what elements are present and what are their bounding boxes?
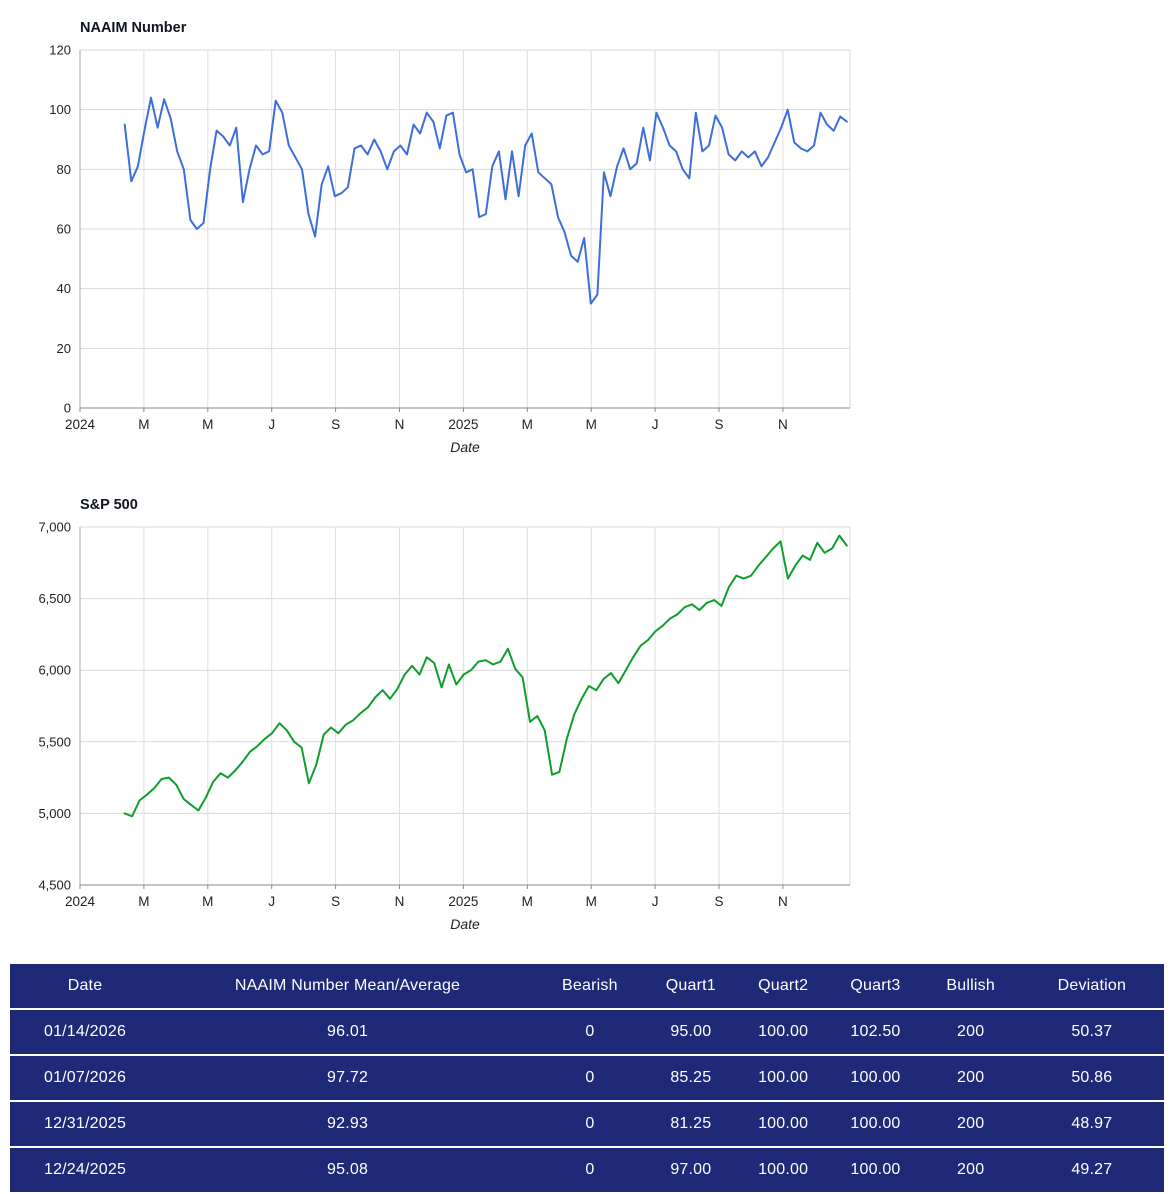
x-tick-label: J	[268, 894, 275, 909]
table-cell: 102.50	[829, 1010, 922, 1054]
naaim-stats-table: Date NAAIM Number Mean/Average Bearish Quar…	[10, 962, 1164, 1194]
sp500-chart: 4,500 5,000 5,500 6,000 6,500 7,000 2024 M M J S N 2…	[38, 497, 851, 932]
table-cell: 96.01	[160, 1010, 536, 1054]
naaim-number-chart-title: NAAIM Number	[80, 20, 187, 36]
table-cell: 200	[921, 1102, 1020, 1146]
table-row: 01/07/2026 97.72 0 85.25 100.00 100.00 200 50.8…	[10, 1056, 1164, 1100]
table-cell: 200	[921, 1056, 1020, 1100]
y-tick-label: 5,000	[38, 806, 71, 821]
sp500-chart-container: 4,500 5,000 5,500 6,000 6,500 7,000 2024 M M J S N 2…	[4, 485, 1174, 942]
naaim-number-chart: 0 20 40 60 80 100 120 2024 M M J S N 2025 M M J S N NAAIM N…	[49, 20, 851, 455]
x-tick-label: N	[778, 417, 788, 432]
table-cell: 0	[535, 1056, 645, 1100]
sp500-chart-title: S&P 500	[80, 497, 138, 513]
x-tick-label: M	[586, 894, 597, 909]
x-tick-label: S	[714, 894, 723, 909]
table-cell: 01/14/2026	[10, 1010, 161, 1054]
table-cell: 81.25	[644, 1102, 737, 1146]
naaim-number-line-series	[123, 96, 848, 305]
table-cell: 50.37	[1019, 1010, 1164, 1054]
table-cell: 48.97	[1019, 1102, 1164, 1146]
y-tick-label: 20	[57, 341, 71, 356]
y-tick-label: 7,000	[38, 520, 71, 535]
table-cell: 100.00	[737, 1148, 830, 1192]
x-tick-label: M	[138, 894, 149, 909]
x-tick-label: M	[522, 417, 533, 432]
charts-section: 0 20 40 60 80 100 120 2024 M M J S N 2025 M M J S N NAAIM N…	[4, 8, 1174, 942]
y-tick-label: 6,500	[38, 591, 71, 606]
table-cell: 200	[921, 1010, 1020, 1054]
table-row: 01/14/2026 96.01 0 95.00 100.00 102.50 200 50.3…	[10, 1010, 1164, 1054]
x-tick-label: S	[714, 417, 723, 432]
x-tick-label: 2024	[65, 417, 96, 432]
table-header-cell: Deviation	[1019, 964, 1164, 1008]
x-tick-label: N	[395, 417, 405, 432]
table-header-cell: Bearish	[535, 964, 645, 1008]
x-tick-label: S	[331, 894, 340, 909]
y-tick-label: 80	[57, 162, 71, 177]
y-tick-label: 120	[49, 43, 71, 58]
x-tick-label: M	[586, 417, 597, 432]
x-tick-label: M	[202, 894, 213, 909]
y-tick-label: 6,000	[38, 663, 71, 678]
y-tick-label: 0	[64, 401, 71, 416]
table-cell: 97.72	[160, 1056, 536, 1100]
table-cell: 100.00	[829, 1148, 922, 1192]
table-header-cell: Quart3	[829, 964, 922, 1008]
x-tick-label: 2025	[448, 894, 478, 909]
table-row: 12/31/2025 92.93 0 81.25 100.00 100.00 200 48.9…	[10, 1102, 1164, 1146]
table-cell: 95.00	[644, 1010, 737, 1054]
x-tick-label: 2025	[448, 417, 478, 432]
y-tick-label: 40	[57, 281, 71, 296]
table-cell: 85.25	[644, 1056, 737, 1100]
y-tick-label: 100	[49, 102, 71, 117]
x-tick-label: S	[331, 417, 340, 432]
table-header-row: Date NAAIM Number Mean/Average Bearish Quar…	[10, 964, 1164, 1008]
table-cell: 100.00	[829, 1056, 922, 1100]
x-tick-label: N	[778, 894, 788, 909]
table-cell: 12/24/2025	[10, 1148, 161, 1192]
table-row: 12/24/2025 95.08 0 97.00 100.00 100.00 200 49.2…	[10, 1148, 1164, 1192]
table-header-cell: Date	[10, 964, 161, 1008]
table-cell: 01/07/2026	[10, 1056, 161, 1100]
naaim-number-xaxis-label: Date	[450, 439, 480, 455]
x-tick-label: J	[268, 417, 275, 432]
table-cell: 49.27	[1019, 1148, 1164, 1192]
x-tick-label: J	[652, 417, 659, 432]
table-cell: 100.00	[737, 1056, 830, 1100]
x-tick-label: 2024	[65, 894, 96, 909]
table-header-cell: NAAIM Number Mean/Average	[160, 964, 536, 1008]
x-tick-label: M	[202, 417, 213, 432]
naaim-number-chart-container: 0 20 40 60 80 100 120 2024 M M J S N 2025 M M J S N NAAIM N…	[4, 8, 1174, 465]
table-header-cell: Quart2	[737, 964, 830, 1008]
table-cell: 50.86	[1019, 1056, 1164, 1100]
table-cell: 0	[535, 1010, 645, 1054]
y-tick-label: 60	[57, 222, 71, 237]
y-tick-label: 5,500	[38, 734, 71, 749]
y-tick-label: 4,500	[38, 878, 71, 893]
table-cell: 95.08	[160, 1148, 536, 1192]
table-cell: 12/31/2025	[10, 1102, 161, 1146]
table-cell: 100.00	[737, 1010, 830, 1054]
x-tick-label: M	[138, 417, 149, 432]
table-header-cell: Bullish	[921, 964, 1020, 1008]
table-cell: 97.00	[644, 1148, 737, 1192]
x-tick-label: J	[652, 894, 659, 909]
table-cell: 100.00	[829, 1102, 922, 1146]
sp500-line-series	[123, 534, 848, 818]
table-header-cell: Quart1	[644, 964, 737, 1008]
table-cell: 100.00	[737, 1102, 830, 1146]
table-cell: 0	[535, 1148, 645, 1192]
table-cell: 0	[535, 1102, 645, 1146]
sp500-xaxis-label: Date	[450, 916, 480, 932]
table-cell: 92.93	[160, 1102, 536, 1146]
x-tick-label: N	[395, 894, 405, 909]
x-tick-label: M	[522, 894, 533, 909]
table-cell: 200	[921, 1148, 1020, 1192]
